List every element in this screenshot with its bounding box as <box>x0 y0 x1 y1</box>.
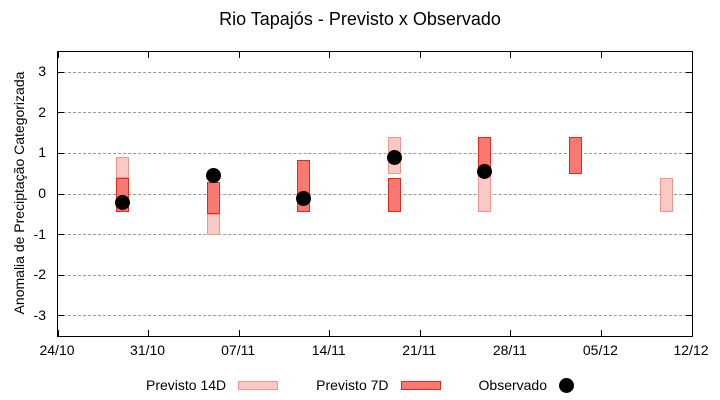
x-tick-label: 07/11 <box>221 342 256 358</box>
chart-title: Rio Tapajós - Previsto x Observado <box>219 9 501 29</box>
observado-point <box>477 164 493 180</box>
legend: Previsto 14D Previsto 7D Observado <box>0 374 720 396</box>
y-tick-label: 1 <box>38 144 46 161</box>
legend-dot-observado-icon <box>559 377 574 393</box>
x-axis-tick <box>148 52 150 58</box>
observado-point <box>115 194 131 210</box>
legend-label-previsto-14d: Previsto 14D <box>146 377 227 393</box>
legend-label-observado: Observado <box>478 377 547 393</box>
x-axis-tick <box>600 330 602 336</box>
range-bar-previsto-7d <box>206 181 220 215</box>
legend-item-previsto-14d: Previsto 14D <box>146 377 279 393</box>
y-tick-label: 3 <box>38 63 46 80</box>
y-axis-tick <box>686 274 692 276</box>
y-axis-tick <box>686 71 692 73</box>
y-axis-tick <box>58 152 64 154</box>
legend-swatch-previsto-14d <box>238 380 279 390</box>
x-tick-label: 12/12 <box>673 342 709 358</box>
legend-item-observado: Observado <box>479 377 574 393</box>
y-axis-tick <box>686 315 692 317</box>
x-tick-label: 31/10 <box>130 342 166 358</box>
gridline <box>58 315 692 317</box>
legend-label-previsto-7d: Previsto 7D <box>316 377 389 393</box>
x-tick-label: 28/11 <box>492 342 527 358</box>
y-tick-label: 2 <box>38 103 46 120</box>
y-axis-tick <box>686 112 692 114</box>
observado-point <box>205 168 221 184</box>
x-tick-label: 05/12 <box>582 342 618 358</box>
x-axis-tick <box>238 330 240 336</box>
x-axis-tick <box>238 52 240 58</box>
gridline <box>58 71 692 73</box>
y-axis-tick <box>58 274 64 276</box>
y-axis-tick <box>58 315 64 317</box>
y-axis-tick <box>58 193 64 195</box>
x-axis-tick <box>691 52 693 58</box>
x-axis-tick <box>600 52 602 58</box>
gridline <box>58 274 692 276</box>
x-tick-label: 14/11 <box>311 342 346 358</box>
x-axis-tick <box>419 330 421 336</box>
y-axis-tick <box>58 234 64 236</box>
y-axis-tick <box>686 152 692 154</box>
observado-point <box>386 149 402 165</box>
y-tick-label: -2 <box>33 266 46 283</box>
x-axis-tick <box>691 330 693 336</box>
legend-swatch-previsto-7d <box>400 380 441 390</box>
y-axis-tick <box>686 234 692 236</box>
x-axis-tick <box>419 52 421 58</box>
x-axis-tick <box>329 52 331 58</box>
x-tick-label: 24/10 <box>39 342 75 358</box>
gridline <box>58 234 692 236</box>
y-tick-label: -1 <box>33 225 46 242</box>
x-axis-tick <box>510 330 512 336</box>
y-tick-label: -3 <box>33 306 46 323</box>
x-axis-tick <box>510 52 512 58</box>
y-axis-tick <box>686 193 692 195</box>
gridline <box>58 112 692 114</box>
legend-item-previsto-7d: Previsto 7D <box>316 377 441 393</box>
observado-point <box>296 190 312 206</box>
x-axis-tick <box>57 52 59 58</box>
x-axis-tick <box>57 330 59 336</box>
range-bar-previsto-14d <box>206 214 220 235</box>
range-bar-previsto-14d <box>116 157 130 178</box>
x-axis-tick <box>329 330 331 336</box>
range-bar-previsto-7d <box>387 177 401 213</box>
y-tick-label: 0 <box>38 185 46 201</box>
x-axis-tick <box>148 330 150 336</box>
plot-area <box>57 51 693 337</box>
gridline <box>58 193 692 195</box>
y-axis-tick <box>58 71 64 73</box>
x-tick-label: 21/11 <box>402 342 437 358</box>
range-bar-previsto-14d <box>659 177 673 213</box>
gridline <box>58 152 692 154</box>
y-axis-tick <box>58 112 64 114</box>
range-bar-previsto-7d <box>569 137 583 174</box>
